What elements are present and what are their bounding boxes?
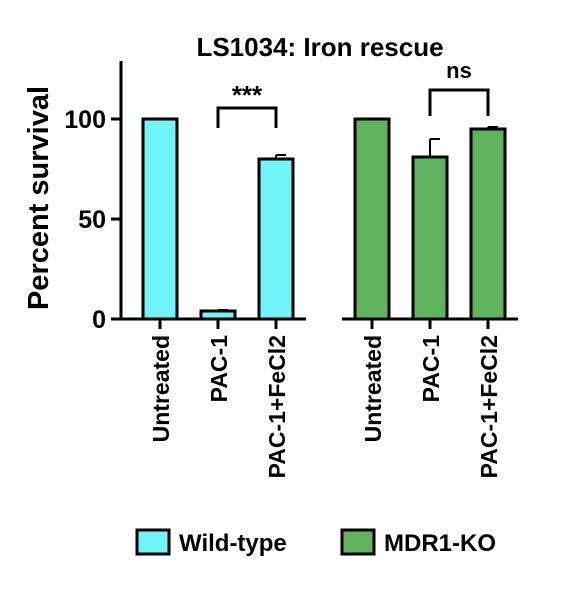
bar bbox=[469, 127, 507, 321]
significance-bracket bbox=[428, 88, 490, 116]
x-tick-label: PAC-1+FeCl2 bbox=[264, 335, 290, 478]
x-tick-label: Untreated bbox=[360, 335, 386, 442]
x-tick-label: PAC-1 bbox=[418, 335, 444, 403]
y-tick-label: 50 bbox=[78, 206, 106, 234]
significance-label: ns bbox=[446, 58, 472, 83]
x-tick-labels: Untreated PAC-1 PAC-1+FeCl2 Untreated PAC-1 P… bbox=[148, 335, 502, 479]
legend-swatch bbox=[135, 528, 171, 556]
bar bbox=[199, 309, 237, 321]
bars bbox=[141, 117, 507, 321]
bar bbox=[141, 117, 179, 321]
legend-label: Wild-type bbox=[179, 530, 287, 557]
significance-bracket bbox=[216, 106, 278, 128]
significance-label: *** bbox=[232, 80, 263, 110]
legend-swatch bbox=[340, 528, 376, 556]
y-tick-label: 0 bbox=[92, 306, 106, 334]
bar bbox=[257, 157, 295, 321]
significance-brackets: *** ns bbox=[216, 58, 490, 128]
chart-title: LS1034: Iron rescue bbox=[196, 32, 443, 62]
x-tick-label: PAC-1+FeCl2 bbox=[476, 335, 502, 478]
y-axis-label: Percent survival bbox=[23, 86, 55, 310]
legend: Wild-type MDR1-KO bbox=[135, 528, 496, 557]
bar bbox=[353, 117, 391, 321]
x-tick-label: PAC-1 bbox=[206, 335, 232, 403]
bar bbox=[411, 155, 449, 321]
legend-label: MDR1-KO bbox=[384, 530, 496, 557]
y-tick-label: 100 bbox=[64, 106, 106, 134]
x-tick-label: Untreated bbox=[148, 335, 174, 442]
